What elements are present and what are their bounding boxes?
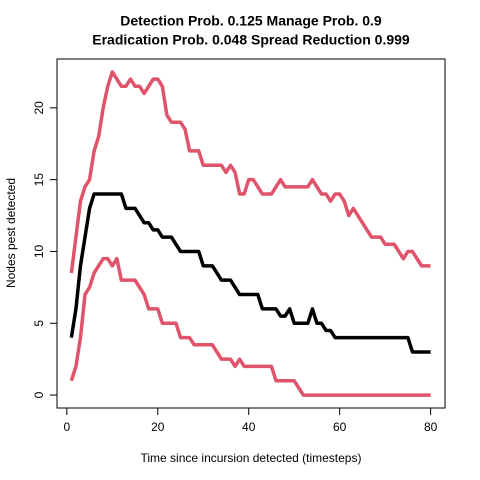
x-tick-label: 80 bbox=[424, 420, 438, 434]
line-series bbox=[69, 70, 431, 274]
x-tick-label: 0 bbox=[63, 420, 70, 434]
y-tick-label: 5 bbox=[32, 320, 46, 327]
y-tick-label: 10 bbox=[32, 244, 46, 258]
line-series bbox=[69, 192, 431, 354]
x-tick-label: 40 bbox=[242, 420, 256, 434]
chart-title: Eradication Prob. 0.048 Spread Reduction… bbox=[92, 32, 410, 48]
y-axis-label: Nodes pest detected bbox=[4, 178, 18, 288]
x-tick-label: 60 bbox=[333, 420, 347, 434]
y-tick-label: 0 bbox=[32, 391, 46, 398]
plot-box bbox=[56, 58, 446, 409]
x-axis-label: Time since incursion detected (timesteps… bbox=[141, 451, 362, 465]
x-tick-label: 20 bbox=[151, 420, 165, 434]
y-tick-label: 15 bbox=[32, 173, 46, 187]
line-series bbox=[69, 256, 431, 397]
y-tick-label: 20 bbox=[32, 101, 46, 115]
chart-title: Detection Prob. 0.125 Manage Prob. 0.9 bbox=[120, 13, 382, 29]
